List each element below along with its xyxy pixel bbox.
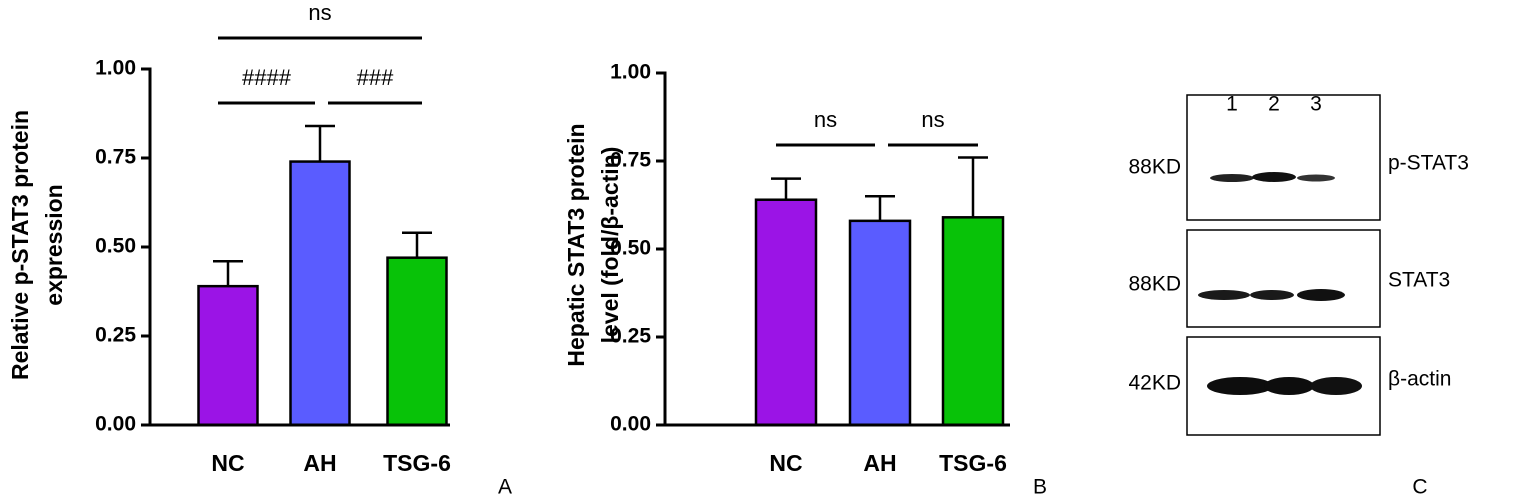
panel-label: A xyxy=(498,476,512,499)
lane-label: 3 xyxy=(1310,93,1322,116)
y-tick-label: 0.00 xyxy=(95,413,136,436)
bar xyxy=(754,198,818,427)
panel-label: C xyxy=(1412,476,1427,499)
significance-label: ns xyxy=(921,107,944,132)
y-tick-label: 0.75 xyxy=(95,146,136,169)
y-tick-label: 0.25 xyxy=(610,325,651,348)
blot-band xyxy=(1297,289,1345,301)
y-axis-label: expression xyxy=(41,184,67,305)
y-axis-label: level (fold/β-actin) xyxy=(597,147,623,344)
blot-band xyxy=(1198,290,1250,300)
lane-label: 2 xyxy=(1268,93,1280,116)
blot-band xyxy=(1297,174,1335,182)
lane-label: 1 xyxy=(1226,93,1238,116)
bar xyxy=(289,160,351,427)
blot-frame xyxy=(1186,94,1381,221)
significance-label: ### xyxy=(357,65,394,90)
bar xyxy=(386,256,448,427)
blot-panel xyxy=(1186,94,1381,436)
x-tick-label: NC xyxy=(769,450,802,476)
bar xyxy=(848,219,912,427)
blot-band xyxy=(1264,377,1314,395)
protein-label: STAT3 xyxy=(1388,269,1450,292)
y-tick-label: 0.50 xyxy=(95,235,136,258)
significance-label: ns xyxy=(814,107,837,132)
x-tick-label: AH xyxy=(863,450,896,476)
blot-band xyxy=(1207,377,1273,395)
significance-label: #### xyxy=(242,65,292,90)
blot-band xyxy=(1250,290,1294,300)
y-tick-label: 1.00 xyxy=(95,57,136,80)
protein-label: β-actin xyxy=(1388,368,1451,391)
bar xyxy=(197,284,259,427)
x-tick-label: AH xyxy=(303,450,336,476)
molecular-weight: 88KD xyxy=(1128,156,1181,179)
y-axis-label: Hepatic STAT3 protein xyxy=(563,123,589,366)
x-tick-label: NC xyxy=(211,450,244,476)
x-tick-label: TSG-6 xyxy=(939,450,1007,476)
molecular-weight: 42KD xyxy=(1128,372,1181,395)
blot-frame xyxy=(1186,229,1381,328)
y-axis-label: Relative p-STAT3 protein xyxy=(7,110,33,380)
blot-band xyxy=(1210,174,1254,182)
blot-band xyxy=(1252,172,1296,182)
y-tick-label: 0.50 xyxy=(610,237,651,260)
y-tick-label: 0.25 xyxy=(95,324,136,347)
protein-label: p-STAT3 xyxy=(1388,152,1469,175)
y-tick-label: 0.75 xyxy=(610,149,651,172)
y-tick-label: 0.00 xyxy=(610,413,651,436)
molecular-weight: 88KD xyxy=(1128,273,1181,296)
significance-label: ns xyxy=(308,0,331,25)
blot-band xyxy=(1310,377,1362,395)
y-tick-label: 1.00 xyxy=(610,61,651,84)
bar xyxy=(941,216,1005,427)
x-tick-label: TSG-6 xyxy=(383,450,451,476)
panel-label: B xyxy=(1033,476,1047,499)
